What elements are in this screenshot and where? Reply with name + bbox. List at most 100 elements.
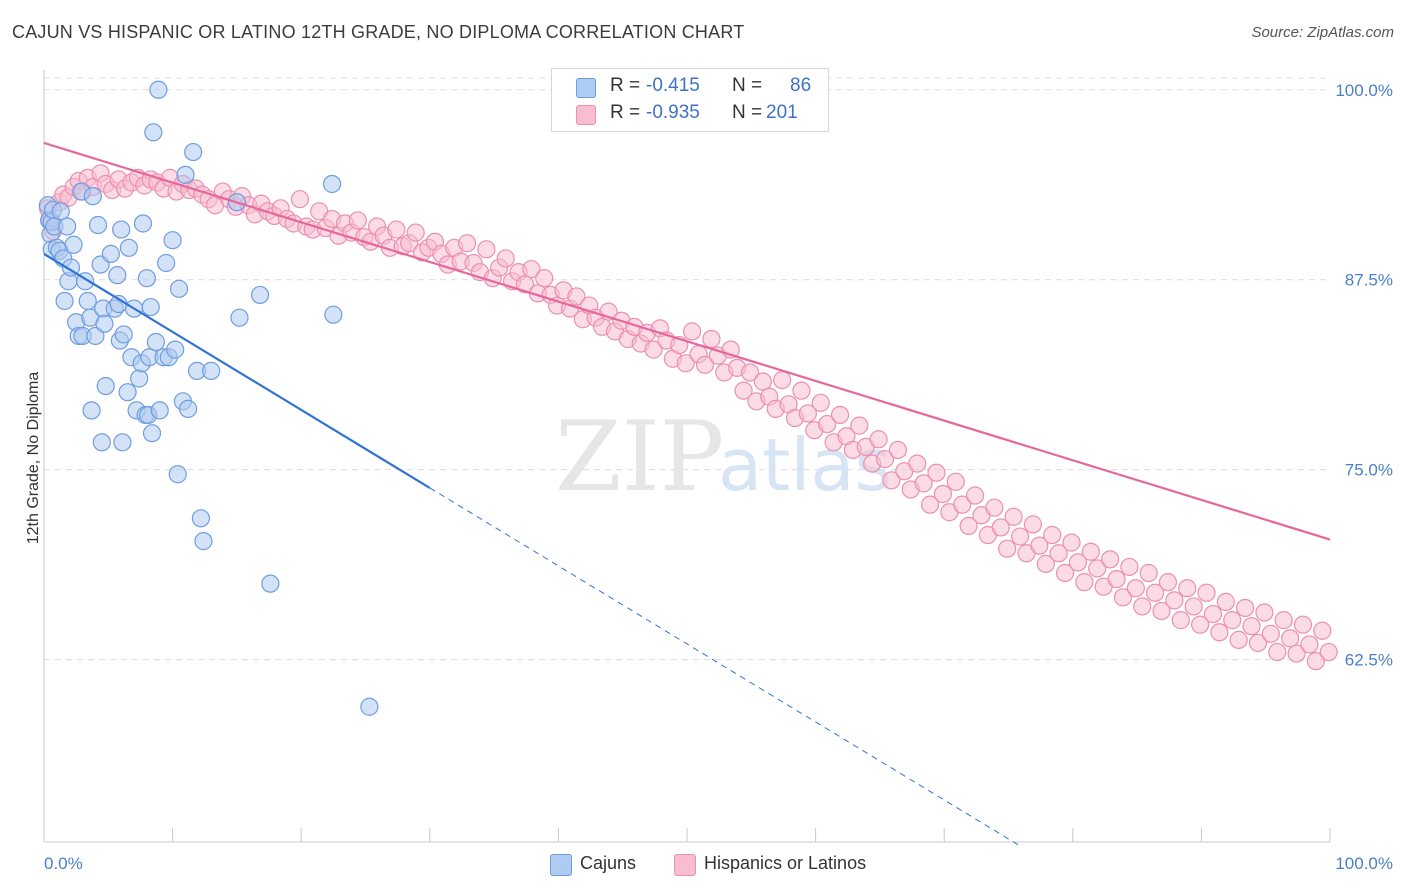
data-point <box>95 314 114 333</box>
data-point <box>178 399 198 418</box>
data-point <box>137 269 156 288</box>
data-point <box>101 244 120 263</box>
data-point <box>1229 630 1248 649</box>
data-point <box>168 465 187 484</box>
data-point <box>914 474 933 493</box>
data-point <box>1049 544 1068 563</box>
data-point <box>496 249 515 268</box>
data-point <box>811 393 830 412</box>
data-point <box>184 142 203 162</box>
legend-r-value: -0.415 <box>646 75 700 96</box>
data-point <box>991 518 1010 537</box>
data-point <box>1210 623 1229 642</box>
x-tick-labels: 0.0% 100.0% <box>44 854 1393 873</box>
data-point <box>1158 573 1178 592</box>
data-point <box>927 463 946 482</box>
data-point <box>1055 563 1075 583</box>
data-point <box>522 259 541 279</box>
data-point <box>695 355 715 374</box>
data-point <box>1120 557 1139 577</box>
hispanic-trend-line <box>43 141 1331 541</box>
data-point <box>146 332 165 352</box>
data-point <box>869 430 888 449</box>
data-point <box>1203 604 1223 624</box>
legend-n-value: 86 <box>790 75 812 96</box>
y-tick-label: 62.5% <box>1345 651 1393 670</box>
data-point <box>535 269 554 288</box>
data-point <box>1030 536 1049 555</box>
data-point <box>194 532 213 551</box>
data-point <box>324 305 343 324</box>
data-point <box>985 498 1004 517</box>
data-point <box>290 190 310 209</box>
data-point <box>150 401 169 420</box>
data-point <box>1313 621 1332 640</box>
data-point <box>1113 588 1133 607</box>
data-point <box>1146 583 1165 602</box>
data-point <box>322 174 342 194</box>
data-point <box>1197 583 1216 602</box>
data-point <box>1068 553 1088 572</box>
data-point <box>1043 525 1062 545</box>
data-point <box>567 287 586 306</box>
data-point <box>1107 569 1126 589</box>
data-point <box>515 275 535 294</box>
legend-row-cajuns: R = -0.415 N = 86 <box>552 75 828 101</box>
data-point <box>1178 579 1197 598</box>
data-point <box>850 416 869 435</box>
data-point <box>250 285 270 305</box>
y-axis-label: 12th Grade, No Diploma <box>25 372 42 545</box>
data-point <box>1293 615 1313 634</box>
data-point <box>157 253 176 273</box>
data-point <box>882 471 901 490</box>
data-point <box>1036 554 1055 573</box>
data-point <box>946 472 965 491</box>
data-point <box>1139 563 1158 583</box>
data-point <box>1319 642 1338 662</box>
data-point <box>457 234 477 253</box>
data-point <box>875 449 895 469</box>
source-label: Source: ZipAtlas.com <box>1251 24 1394 41</box>
data-point <box>888 440 908 460</box>
data-point <box>1216 592 1235 611</box>
cajun-trend-extension <box>429 487 1021 847</box>
x-tick-label: 100.0% <box>1335 854 1393 873</box>
data-point <box>406 223 425 242</box>
legend-r-value: -0.935 <box>646 102 700 123</box>
data-point <box>683 322 702 341</box>
data-point <box>753 372 772 391</box>
data-point <box>202 361 221 380</box>
legend-n-value: 201 <box>766 102 798 123</box>
data-point <box>1287 644 1306 663</box>
data-point <box>965 486 985 505</box>
data-point <box>1281 629 1300 648</box>
data-point <box>92 433 111 452</box>
data-point <box>702 329 721 349</box>
data-point <box>1004 507 1023 526</box>
data-point <box>169 279 189 298</box>
series-legend: Cajuns Hispanics or Latinos <box>0 852 1406 876</box>
data-point <box>1171 611 1190 630</box>
data-point <box>55 291 74 311</box>
data-point <box>740 363 760 382</box>
data-point <box>792 381 811 400</box>
y-tick-label: 100.0% <box>1335 81 1393 100</box>
data-point <box>83 187 102 206</box>
data-point <box>230 308 249 327</box>
legend-label-hispanics: Hispanics or Latinos <box>704 853 867 873</box>
data-point <box>1075 573 1094 592</box>
data-point <box>191 509 210 528</box>
data-point <box>78 291 97 311</box>
data-point <box>130 369 149 388</box>
data-point <box>959 516 978 536</box>
y-tick-label: 87.5% <box>1345 271 1393 290</box>
data-point <box>920 495 940 514</box>
data-point <box>119 238 138 257</box>
data-point <box>96 376 115 396</box>
data-point <box>82 401 101 420</box>
data-point <box>908 454 927 473</box>
data-point <box>108 266 127 285</box>
data-point <box>141 297 160 317</box>
data-point <box>118 383 137 402</box>
data-point <box>1306 652 1325 671</box>
